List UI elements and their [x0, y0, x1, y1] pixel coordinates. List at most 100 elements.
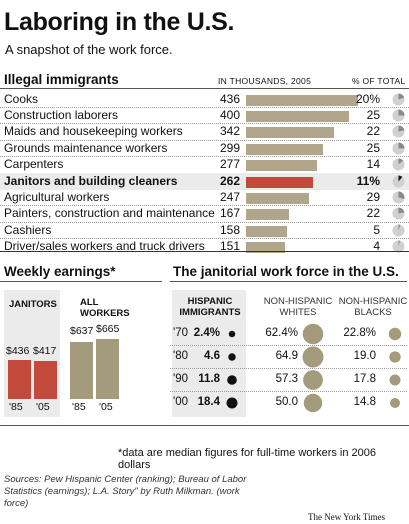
pie-mark — [392, 175, 405, 191]
immigrants-value-header: IN THOUSANDS, 2005 — [218, 76, 312, 86]
row-value: 436 — [219, 92, 240, 106]
row-divider — [170, 368, 407, 369]
hispanic-value: 11.8 — [198, 373, 220, 385]
row-divider — [0, 139, 409, 141]
row-label: Construction laborers — [4, 108, 119, 123]
pie-icon — [392, 125, 405, 138]
row-value: 167 — [219, 206, 240, 221]
row-divider — [0, 123, 409, 125]
pie-icon — [392, 191, 405, 204]
row-label: Janitors and building cleaners — [4, 174, 178, 188]
row-value: 151 — [219, 238, 240, 253]
bar — [246, 193, 310, 205]
pie-mark — [392, 191, 405, 207]
hispanic-value: 4.6 — [204, 350, 220, 362]
highlighted-row: Janitors and building cleaners 262 11% — [0, 173, 409, 190]
pie-icon — [392, 93, 405, 106]
bar — [246, 241, 285, 253]
row-label: Driver/sales workers and truck drivers — [4, 238, 205, 253]
janitors-05-value: $417 — [33, 345, 57, 357]
janitorial-top-rule — [170, 281, 407, 282]
bar — [246, 111, 349, 123]
row-value: 158 — [219, 222, 240, 237]
row-label: Maids and housekeeping workers — [4, 124, 183, 139]
row-percent: 20% — [355, 92, 380, 106]
pie-mark — [392, 125, 405, 141]
whites-circle — [302, 346, 324, 368]
bar — [246, 225, 287, 237]
row-percent: 4 — [373, 238, 380, 253]
hispanic-circle — [226, 397, 238, 409]
row-percent: 22 — [366, 206, 380, 221]
row-percent: 14 — [366, 156, 380, 171]
table-row: Grounds maintenance workers 299 25 — [0, 140, 409, 157]
whites-value: 62.4% — [265, 327, 298, 339]
pie-mark — [392, 158, 405, 174]
whites-value: 57.3 — [275, 373, 298, 385]
pie-mark — [392, 142, 405, 158]
row-label: Carpenters — [4, 156, 64, 171]
row-divider — [0, 237, 409, 239]
hispanic-circle — [227, 375, 237, 385]
year-label: '00 — [173, 396, 188, 408]
year-label: '70 — [173, 327, 188, 339]
hispanic-value: 18.4 — [197, 396, 220, 408]
table-row: Carpenters 277 14 — [0, 156, 409, 173]
table-row: Driver/sales workers and truck drivers 15… — [0, 238, 409, 255]
blacks-value: 22.8% — [343, 327, 376, 339]
bar — [246, 143, 323, 155]
hispanic-column-header: HISPANIC IMMIGRANTS — [179, 296, 241, 318]
earnings-bar — [8, 359, 31, 399]
table-row: Agricultural workers 247 29 — [0, 189, 409, 206]
immigrants-pct-header: % OF TOTAL — [352, 76, 406, 86]
table-row: Maids and housekeeping workers 342 22 — [0, 123, 409, 140]
hispanic-circle — [228, 353, 236, 361]
pie-mark — [392, 240, 405, 256]
janitorial-heading: The janitorial work force in the U.S. — [173, 264, 399, 279]
blacks-circle — [389, 374, 401, 386]
janitors-label: JANITORS — [9, 299, 57, 310]
row-label: Agricultural workers — [4, 190, 110, 205]
immigrants-bottom-rule — [0, 251, 409, 252]
blacks-value: 19.0 — [353, 350, 376, 362]
row-percent: 25 — [366, 140, 380, 155]
row-percent: 29 — [366, 190, 380, 205]
bar — [246, 209, 289, 221]
whites-circle — [302, 323, 324, 345]
credit: The New York Times — [308, 512, 386, 522]
blacks-circle — [389, 397, 401, 409]
immigrants-top-rule — [0, 88, 409, 89]
table-row: Painters, construction and maintenance 16… — [0, 205, 409, 222]
row-percent: 11% — [356, 174, 380, 188]
pie-icon — [392, 224, 405, 237]
earnings-bar — [70, 341, 93, 399]
whites-circle — [303, 393, 323, 413]
circle-marks — [226, 393, 401, 413]
blacks-value: 17.8 — [353, 373, 376, 385]
row-divider — [0, 107, 409, 109]
blacks-value: 14.8 — [353, 396, 376, 408]
row-label: Cashiers — [4, 222, 52, 237]
immigrants-heading: Illegal immigrants — [4, 72, 119, 87]
all-05-year: '05 — [99, 401, 113, 413]
circle-marks — [227, 370, 401, 390]
bar — [246, 127, 334, 139]
blacks-circle — [388, 327, 402, 341]
whites-value: 64.9 — [275, 350, 298, 362]
pie-icon — [392, 109, 405, 122]
row-value: 342 — [219, 124, 240, 139]
sources: Sources: Pew Hispanic Center (ranking); … — [4, 474, 247, 509]
row-label: Painters, construction and maintenance — [4, 206, 215, 221]
janitors-85-value: $436 — [6, 345, 30, 357]
pie-mark — [392, 109, 405, 125]
hispanic-circle — [228, 330, 236, 338]
bar — [246, 159, 318, 171]
pie-mark — [392, 207, 405, 223]
row-divider — [170, 391, 407, 392]
earnings-bar — [34, 361, 57, 399]
hispanic-value: 2.4% — [193, 327, 220, 339]
row-divider — [170, 345, 407, 346]
chart-subtitle: A snapshot of the work force. — [5, 42, 173, 57]
earnings-bar — [96, 339, 119, 399]
all-85-value: $637 — [70, 325, 94, 337]
